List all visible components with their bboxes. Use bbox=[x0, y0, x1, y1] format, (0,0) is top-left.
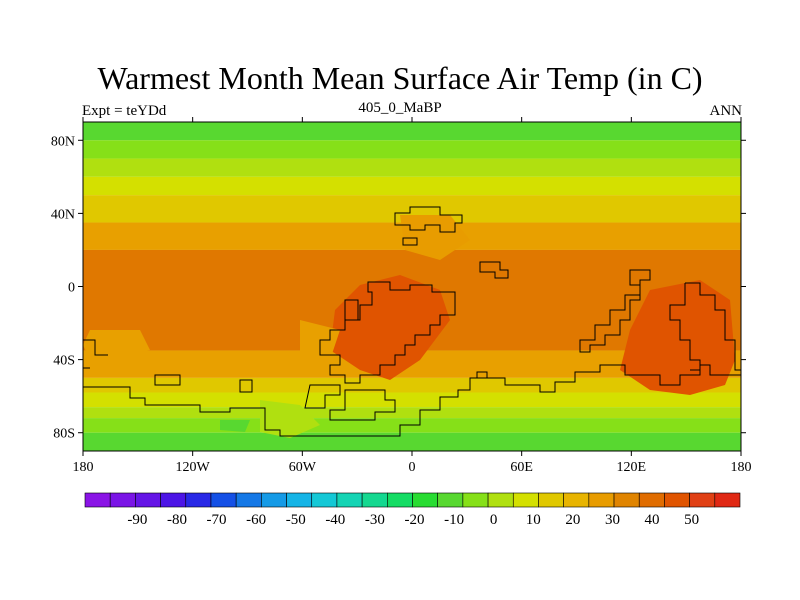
colorbar-label: 10 bbox=[526, 512, 541, 528]
lat-tick-label: 40S bbox=[53, 354, 75, 369]
temperature-field bbox=[83, 122, 741, 451]
colorbar-label: 40 bbox=[645, 512, 660, 528]
colorbar-label: -90 bbox=[127, 512, 147, 528]
colorbar-swatch bbox=[135, 492, 161, 508]
longitude-ticks: 180 120W 60W 0 60E 120E 180 bbox=[73, 117, 752, 475]
coastline bbox=[83, 339, 253, 393]
coastline bbox=[669, 282, 741, 371]
colorbar-swatch bbox=[437, 492, 464, 508]
colorbar-label: 20 bbox=[565, 512, 580, 528]
coastline bbox=[402, 237, 418, 246]
colorbar-label: -60 bbox=[246, 512, 266, 528]
warm-patch bbox=[620, 280, 735, 395]
colorbar-label: -80 bbox=[167, 512, 187, 528]
colorbar-swatch bbox=[638, 492, 665, 508]
colorbar-swatch bbox=[235, 492, 262, 508]
lon-tick-label: 0 bbox=[409, 460, 416, 475]
warm-patch bbox=[330, 275, 450, 380]
lat-tick-label: 40N bbox=[51, 207, 75, 222]
colorbar-swatch bbox=[286, 492, 313, 508]
temperature-band bbox=[83, 158, 741, 177]
coastline bbox=[476, 371, 488, 379]
lat-tick-label: 80S bbox=[53, 427, 75, 442]
coastline bbox=[304, 384, 396, 421]
map-title: Warmest Month Mean Surface Air Temp (in … bbox=[97, 60, 703, 96]
colorbar-swatch bbox=[512, 492, 539, 508]
colorbar-label: -10 bbox=[444, 512, 464, 528]
colorbar-label: 0 bbox=[490, 512, 498, 528]
colorbar-swatch bbox=[160, 492, 187, 508]
coastlines bbox=[83, 206, 741, 437]
colorbar-swatch bbox=[664, 492, 690, 508]
lon-tick-label: 60W bbox=[289, 460, 317, 475]
coastline bbox=[394, 206, 463, 233]
time-period-label: 405_0_MaBP bbox=[358, 100, 442, 116]
colorbar-swatch bbox=[185, 492, 212, 508]
colorbar: -90 -80 -70 -60 -50 -40 -30 -20 -10 0 10 20 30 40 50 bbox=[84, 492, 741, 528]
season-label: ANN bbox=[709, 103, 743, 119]
colorbar-swatch bbox=[336, 492, 363, 508]
lat-tick-label: 80N bbox=[51, 134, 75, 149]
colorbar-label: -70 bbox=[207, 512, 227, 528]
lon-tick-label: 120E bbox=[617, 460, 647, 475]
temperature-band bbox=[83, 377, 741, 393]
lon-tick-label: 60E bbox=[510, 460, 533, 475]
warm-patch bbox=[400, 215, 470, 260]
temperature-band bbox=[83, 392, 741, 408]
temperature-band bbox=[83, 432, 741, 451]
temperature-band bbox=[83, 122, 741, 141]
temperature-band bbox=[83, 176, 741, 196]
colorbar-swatch bbox=[689, 492, 716, 508]
colorbar-swatch bbox=[613, 492, 640, 508]
colorbar-swatch bbox=[462, 492, 489, 508]
lon-tick-label: 180 bbox=[731, 460, 752, 475]
colorbar-swatch bbox=[361, 492, 388, 508]
colorbar-swatch bbox=[563, 492, 590, 508]
experiment-label: Expt = teYDd bbox=[82, 103, 167, 119]
colorbar-label: -20 bbox=[405, 512, 425, 528]
colorbar-swatch bbox=[261, 492, 287, 508]
coastline bbox=[479, 261, 509, 279]
coastline bbox=[579, 269, 651, 353]
colorbar-swatch bbox=[487, 492, 514, 508]
temperature-band bbox=[83, 140, 741, 159]
colorbar-swatch bbox=[714, 492, 741, 508]
lat-tick-label: 0 bbox=[68, 281, 75, 296]
colorbar-swatch bbox=[387, 492, 413, 508]
colorbar-swatch bbox=[538, 492, 564, 508]
cool-patch bbox=[220, 420, 250, 432]
colorbar-swatch bbox=[311, 492, 338, 508]
colorbar-swatch bbox=[109, 492, 136, 508]
lon-tick-label: 180 bbox=[73, 460, 94, 475]
latitude-ticks: 80N 40N 0 40S 80S bbox=[51, 134, 746, 442]
colorbar-label: -40 bbox=[325, 512, 345, 528]
colorbar-label: 30 bbox=[605, 512, 620, 528]
colorbar-label: -50 bbox=[286, 512, 306, 528]
coastline bbox=[83, 364, 741, 437]
warm-patch bbox=[83, 330, 150, 360]
coastline bbox=[319, 281, 456, 384]
colorbar-swatch bbox=[84, 492, 111, 508]
colorbar-label: 50 bbox=[684, 512, 699, 528]
lon-tick-label: 120W bbox=[176, 460, 211, 475]
colorbar-swatch bbox=[412, 492, 438, 508]
cool-patch bbox=[260, 400, 320, 438]
temperature-band bbox=[83, 407, 741, 419]
colorbar-label: -30 bbox=[365, 512, 385, 528]
colorbar-swatch bbox=[210, 492, 237, 508]
colorbar-swatch bbox=[588, 492, 615, 508]
